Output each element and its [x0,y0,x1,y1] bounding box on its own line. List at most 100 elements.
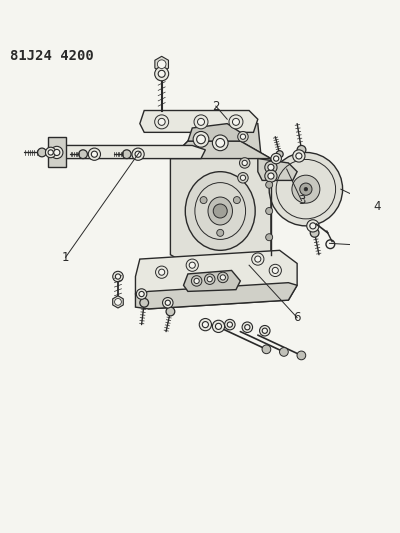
Circle shape [271,154,282,164]
Circle shape [189,262,195,268]
Circle shape [204,274,215,285]
Circle shape [193,132,209,147]
Circle shape [233,197,240,204]
Circle shape [242,160,247,166]
Circle shape [307,220,319,232]
Circle shape [265,161,277,173]
Circle shape [280,348,288,356]
Circle shape [216,139,225,147]
Circle shape [48,150,53,155]
Circle shape [51,147,63,159]
Circle shape [159,269,165,275]
Circle shape [238,132,248,142]
Circle shape [297,351,306,360]
Circle shape [227,322,232,327]
Circle shape [297,146,306,154]
Text: 81J24 4200: 81J24 4200 [10,50,94,63]
Circle shape [155,115,169,129]
Circle shape [296,153,302,159]
Circle shape [240,175,246,180]
Text: 3: 3 [298,194,305,207]
Circle shape [269,152,342,226]
Circle shape [310,229,319,237]
Circle shape [122,150,131,159]
Polygon shape [113,296,123,308]
Circle shape [156,266,168,278]
Circle shape [135,151,141,157]
Circle shape [115,298,121,305]
Circle shape [199,319,212,331]
Circle shape [165,300,170,305]
Text: 4: 4 [374,200,381,213]
Circle shape [217,229,224,236]
Circle shape [268,164,274,171]
Circle shape [200,197,207,204]
Polygon shape [155,56,168,72]
Polygon shape [140,110,258,132]
Circle shape [198,118,204,125]
Circle shape [242,322,252,333]
Polygon shape [136,282,297,309]
Circle shape [269,264,282,277]
Polygon shape [48,137,66,167]
Circle shape [155,67,169,81]
Circle shape [292,175,320,203]
Circle shape [225,319,235,330]
Circle shape [262,345,271,354]
Circle shape [260,326,270,336]
Circle shape [229,115,243,129]
Circle shape [240,134,246,139]
Polygon shape [227,121,262,185]
Circle shape [232,118,240,125]
Circle shape [238,173,248,183]
Circle shape [186,259,198,271]
Circle shape [91,151,98,157]
Circle shape [265,170,277,182]
Text: 1: 1 [62,251,69,264]
Circle shape [191,276,202,286]
Text: 2: 2 [212,100,220,112]
Circle shape [216,324,222,329]
Circle shape [194,115,208,129]
Circle shape [132,148,144,160]
Circle shape [266,207,273,214]
Circle shape [213,204,227,218]
Circle shape [140,298,148,307]
Circle shape [194,278,199,284]
Circle shape [272,268,278,273]
Ellipse shape [208,197,232,225]
Polygon shape [136,251,297,309]
Polygon shape [188,124,240,141]
Circle shape [157,60,166,69]
Circle shape [115,274,121,279]
Circle shape [218,272,228,282]
Polygon shape [170,141,271,159]
Circle shape [158,118,165,125]
Circle shape [207,277,212,282]
Circle shape [266,234,273,241]
Circle shape [266,181,273,188]
Circle shape [268,173,274,179]
Circle shape [136,289,147,299]
Circle shape [166,307,175,316]
Circle shape [113,271,123,282]
Circle shape [212,320,225,333]
Circle shape [300,183,312,195]
Circle shape [274,156,279,161]
Circle shape [212,135,228,151]
Circle shape [88,148,100,160]
Polygon shape [184,270,240,292]
Circle shape [276,151,283,158]
Circle shape [38,148,46,157]
Circle shape [262,328,268,333]
Text: 6: 6 [293,311,301,324]
Circle shape [255,256,261,262]
Circle shape [54,149,60,156]
Circle shape [304,188,308,191]
Circle shape [162,297,173,308]
Polygon shape [258,159,297,180]
Ellipse shape [185,172,255,251]
Circle shape [293,150,305,162]
Circle shape [202,321,208,328]
Circle shape [310,223,316,229]
